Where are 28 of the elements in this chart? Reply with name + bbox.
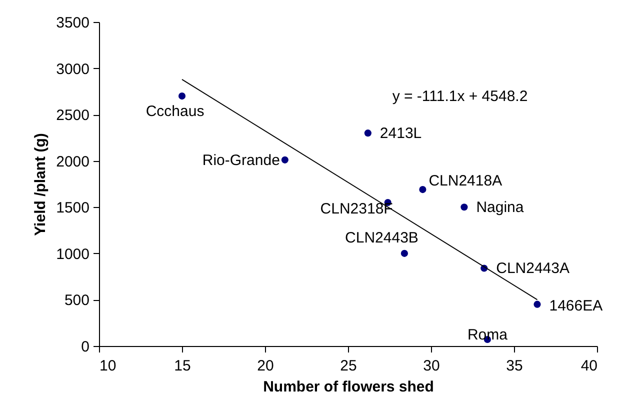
y-tick-label: 1500 xyxy=(56,200,90,217)
series-label: 2413L xyxy=(380,125,422,142)
series-label: CLN2418A xyxy=(428,172,502,190)
y-tick-label: 1000 xyxy=(56,246,90,263)
series-label: Roma xyxy=(467,326,508,344)
x-tick-label: 35 xyxy=(506,358,523,374)
series-label: CLN2443B xyxy=(345,229,418,246)
y-tick-label: 2500 xyxy=(56,107,90,124)
series-label: CLN2443A xyxy=(496,260,570,278)
x-tick-label: 15 xyxy=(174,358,191,374)
y-tick-label: 3500 xyxy=(56,14,90,32)
y-tick-label: 0 xyxy=(81,338,90,356)
y-tick-label: 2000 xyxy=(56,153,90,170)
y-axis-title: Yield /plant (g) xyxy=(32,133,50,236)
x-tick-label: 30 xyxy=(423,358,440,374)
series-label: CLN2318F xyxy=(320,200,393,218)
x-tick-label: 20 xyxy=(257,358,274,374)
series-label: Nagina xyxy=(476,199,524,216)
series-label: Rio-Grande xyxy=(202,152,280,169)
x-tick-label: 40 xyxy=(580,358,598,374)
y-tick-label: 3000 xyxy=(56,60,90,78)
series-label: Ccchaus xyxy=(146,103,204,120)
x-tick-label: 25 xyxy=(340,358,357,374)
y-tick-label: 500 xyxy=(64,292,90,310)
series-label: 1466EA xyxy=(549,297,603,314)
annotation: y = -111.1x + 4548.2 xyxy=(392,88,528,105)
x-tick-label: 10 xyxy=(100,358,116,374)
x-axis-title: Number of flowers shed xyxy=(263,378,434,396)
